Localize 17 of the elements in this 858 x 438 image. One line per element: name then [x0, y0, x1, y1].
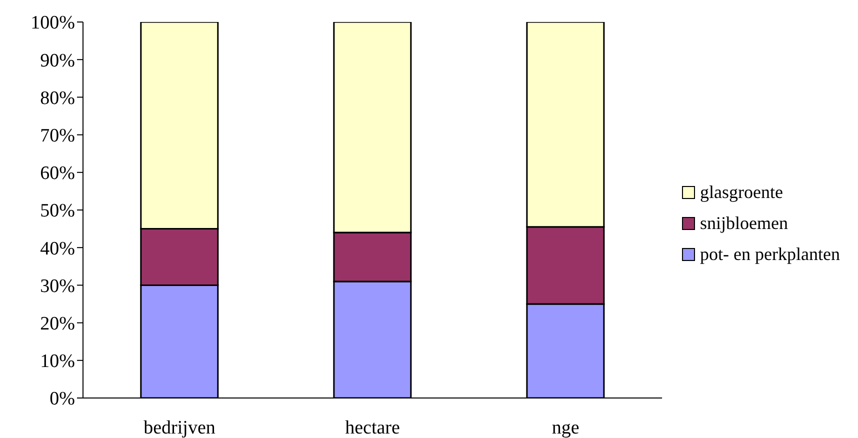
y-tick-label: 30%: [40, 276, 76, 297]
y-tick-label: 80%: [40, 88, 76, 109]
y-tick-label: 40%: [40, 238, 76, 260]
legend-label: glasgroente: [700, 182, 784, 202]
x-tick-label: hectare: [345, 417, 400, 438]
legend-label: pot- en perkplanten: [700, 244, 840, 264]
y-tick-label: 70%: [40, 126, 76, 147]
x-tick-label: bedrijven: [144, 417, 216, 438]
y-tick-label: 90%: [40, 50, 76, 72]
y-tick-label: 0%: [50, 388, 76, 410]
y-tick-label: 100%: [30, 12, 76, 34]
x-tick-label: nge: [552, 417, 580, 438]
y-tick-label: 10%: [40, 351, 76, 372]
legend-label: snijbloemen: [700, 212, 788, 234]
y-tick-label: 20%: [40, 314, 76, 335]
y-tick-label: 60%: [40, 163, 76, 184]
y-tick-label: 50%: [40, 200, 76, 222]
